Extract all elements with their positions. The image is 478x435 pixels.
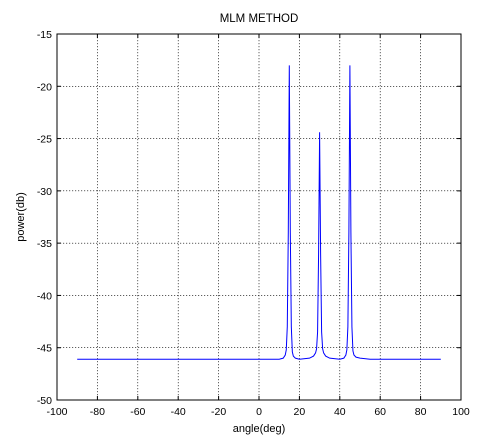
x-tick-labels: -100 -80 -60 -40 -20 0 20 40 60 80 100: [46, 406, 469, 418]
y-tick-label: -40: [37, 290, 52, 302]
x-tick-label: -40: [171, 406, 186, 418]
chart-title: MLM METHOD: [220, 13, 299, 25]
x-axis-title: angle(deg): [233, 423, 286, 435]
x-tick-label: -60: [130, 406, 145, 418]
y-tick-labels: -15 -20 -25 -30 -35 -40 -45 -50: [37, 29, 52, 407]
x-tick-label: 20: [294, 406, 306, 418]
y-axis-title: power(db): [15, 192, 27, 242]
series-line-1: [77, 65, 441, 360]
y-tick-label: -30: [37, 186, 52, 198]
y-tick-label: -20: [37, 81, 52, 93]
x-tick-label: 100: [452, 406, 470, 418]
ticks: [56, 33, 462, 401]
y-tick-label: -35: [37, 238, 52, 250]
y-tick-label: -25: [37, 134, 52, 146]
x-tick-label: -20: [211, 406, 226, 418]
series-layer: [77, 65, 441, 360]
x-tick-label: 80: [415, 406, 427, 418]
x-tick-label: 60: [374, 406, 386, 418]
grid: [57, 34, 461, 400]
x-tick-label: -100: [46, 406, 67, 418]
y-tick-label: -50: [37, 395, 52, 407]
y-tick-label: -15: [37, 29, 52, 41]
y-tick-label: -45: [37, 343, 52, 355]
x-tick-label: -80: [90, 406, 105, 418]
x-tick-label: 40: [334, 406, 346, 418]
x-tick-label: 0: [256, 406, 262, 418]
